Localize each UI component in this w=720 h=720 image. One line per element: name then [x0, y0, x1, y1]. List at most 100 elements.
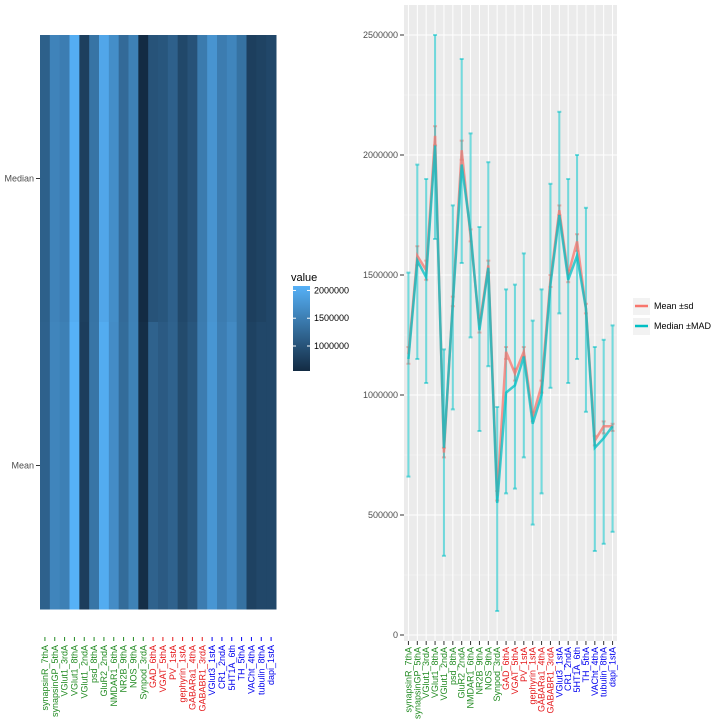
x-axis-tick-label: gephyrin_1stA	[528, 647, 538, 705]
x-axis-tick-label: PV_1stA	[519, 647, 529, 682]
line-legend: Mean ±sd Median ±MAD	[633, 298, 711, 335]
heatmap-cell	[89, 35, 100, 323]
y-axis-tick-label: 1500000	[363, 270, 398, 280]
heatmap-cell	[256, 322, 267, 610]
heatmap-row-label: Mean	[11, 461, 34, 471]
heatmap-cell	[207, 322, 218, 610]
y-axis-tick-label: 2000000	[363, 150, 398, 160]
x-axis-tick-label: CR1_2ndA	[563, 647, 573, 691]
legend-tick-label: 1000000	[314, 341, 349, 351]
heatmap-cell	[99, 35, 110, 323]
heatmap-column-label: Synpod_3rdA	[138, 645, 148, 700]
line-chart: 0 500000 1000000 1500000 2000000 2500000 synap…	[363, 5, 618, 719]
heatmap-cell	[118, 322, 129, 610]
heatmap-cell	[158, 322, 169, 610]
heatmap-cell	[128, 322, 139, 610]
heatmap-column-label: TH_5thA	[237, 645, 247, 681]
x-axis-tick-label: dapi_1stA	[608, 647, 618, 687]
legend-tick-label: 2000000	[314, 285, 349, 295]
heatmap-cell	[118, 35, 129, 323]
series-1-line	[407, 145, 614, 504]
heatmap-cell	[226, 322, 238, 610]
x-axis-tick-label: VGlut1_2ndA	[439, 647, 449, 701]
x-axis-tick-label: Synpod_3rdA	[492, 647, 502, 702]
heatmap-column-label: VGlut1_2ndA	[79, 645, 89, 699]
heatmap-cell	[167, 35, 179, 323]
heatmap-cell	[266, 322, 277, 610]
heatmap-cell	[128, 35, 139, 323]
heatmap-column-label: NR2B_9thA	[119, 645, 129, 693]
heatmap-cell	[197, 322, 208, 610]
y-axis-tick-label: 2500000	[363, 30, 398, 40]
x-axis-tick-label: GluR2_2ndA	[457, 647, 467, 699]
heatmap-cell	[197, 35, 208, 323]
heatmap-cell	[138, 35, 149, 323]
heatmap-column-label: synapsinR_7thA	[40, 645, 50, 711]
heatmap-column-label: CR1_2ndA	[217, 645, 227, 689]
legend-label: Median ±MAD	[654, 321, 711, 331]
heatmap-cell	[108, 35, 120, 323]
y-axis-tick-label: 0	[393, 630, 398, 640]
heatmap-cell	[236, 35, 247, 323]
x-axis-tick-label: VGlut1_8thA	[430, 647, 440, 698]
heatmap-cell	[158, 35, 169, 323]
heatmap-cell	[256, 35, 267, 323]
heatmap-cell	[69, 322, 80, 610]
heatmap-column-label: VGlut3_1stA	[207, 645, 217, 696]
heatmap-column-label: GABARa1_4thA	[187, 645, 197, 710]
x-axis-tick-label: VGlut1_3rdA	[421, 647, 431, 699]
heatmap-cell	[148, 322, 159, 610]
heatmap-column-label: NMDAR1_6thA	[109, 645, 119, 707]
y-axis-tick-label: 500000	[368, 510, 398, 520]
x-axis-tick-label: TH_5thA	[581, 647, 591, 683]
x-axis-tick-label: VGlut3_1stA	[554, 647, 564, 698]
heatmap-cell	[69, 35, 80, 323]
heatmap-cell	[138, 322, 149, 610]
heatmap-cell	[49, 35, 61, 323]
heatmap-column-label: NOS_9thA	[128, 645, 138, 688]
heatmap-column-label: GAD_6thA	[148, 645, 158, 688]
heatmap-cell	[236, 322, 247, 610]
heatmap-cell	[167, 322, 179, 610]
heatmap-cell	[217, 322, 228, 610]
x-axis-tick-label: tubulin_8thA	[599, 647, 609, 697]
x-axis-tick-label: GAD_6thA	[501, 647, 511, 690]
heatmap-cell	[266, 35, 277, 323]
heatmap-cell	[177, 35, 188, 323]
heatmap-column-label: PV_1stA	[168, 645, 178, 680]
heatmap-column-label: VGlut1_3rdA	[60, 645, 70, 697]
heatmap-row-label: Median	[4, 174, 34, 184]
heatmap-column-label: psd_8thA	[89, 645, 99, 683]
heatmap-column-label: synapsinGP_5thA	[50, 645, 60, 717]
heatmap-column-label: tubulin_8thA	[256, 645, 266, 695]
x-axis-tick-label: GABARa1_4thA	[537, 647, 547, 712]
x-axis-tick-label: psd_8thA	[448, 647, 458, 685]
heatmap-cell	[99, 322, 110, 610]
heatmap-legend: value 1000000 1500000 2000000	[291, 272, 349, 371]
heatmap-cell	[207, 35, 218, 323]
heatmap-cell	[246, 35, 257, 323]
legend-title: value	[291, 272, 317, 284]
x-axis-tick-label: GABABR1_3rdA	[545, 647, 555, 714]
legend-colorbar	[293, 286, 310, 371]
heatmap-cell	[59, 322, 70, 610]
heatmap-column-label: dapi_1stA	[266, 645, 276, 685]
heatmap-cell	[79, 35, 90, 323]
heatmap-column-label: gephyrin_1stA	[178, 645, 188, 703]
heatmap-cell	[246, 322, 257, 610]
heatmap-cell	[177, 322, 188, 610]
heatmap-cell	[217, 35, 228, 323]
legend-label: Mean ±sd	[654, 301, 693, 311]
heatmap-column-label: 5HT1A_6th	[227, 645, 237, 691]
heatmap-cell	[226, 35, 238, 323]
x-axis-tick-label: synapsinGP_5thA	[412, 647, 422, 719]
heatmap-column-label: GABABR1_3rdA	[197, 645, 207, 712]
x-axis-tick-label: 5HT1A_6th	[572, 647, 582, 693]
heatmap-cell	[187, 322, 198, 610]
heatmap-column-label: VACht_4thA	[246, 645, 256, 694]
x-axis-tick-label: VACht_4thA	[590, 647, 600, 696]
heatmap-cell	[59, 35, 70, 323]
heatmap-cell	[187, 35, 198, 323]
